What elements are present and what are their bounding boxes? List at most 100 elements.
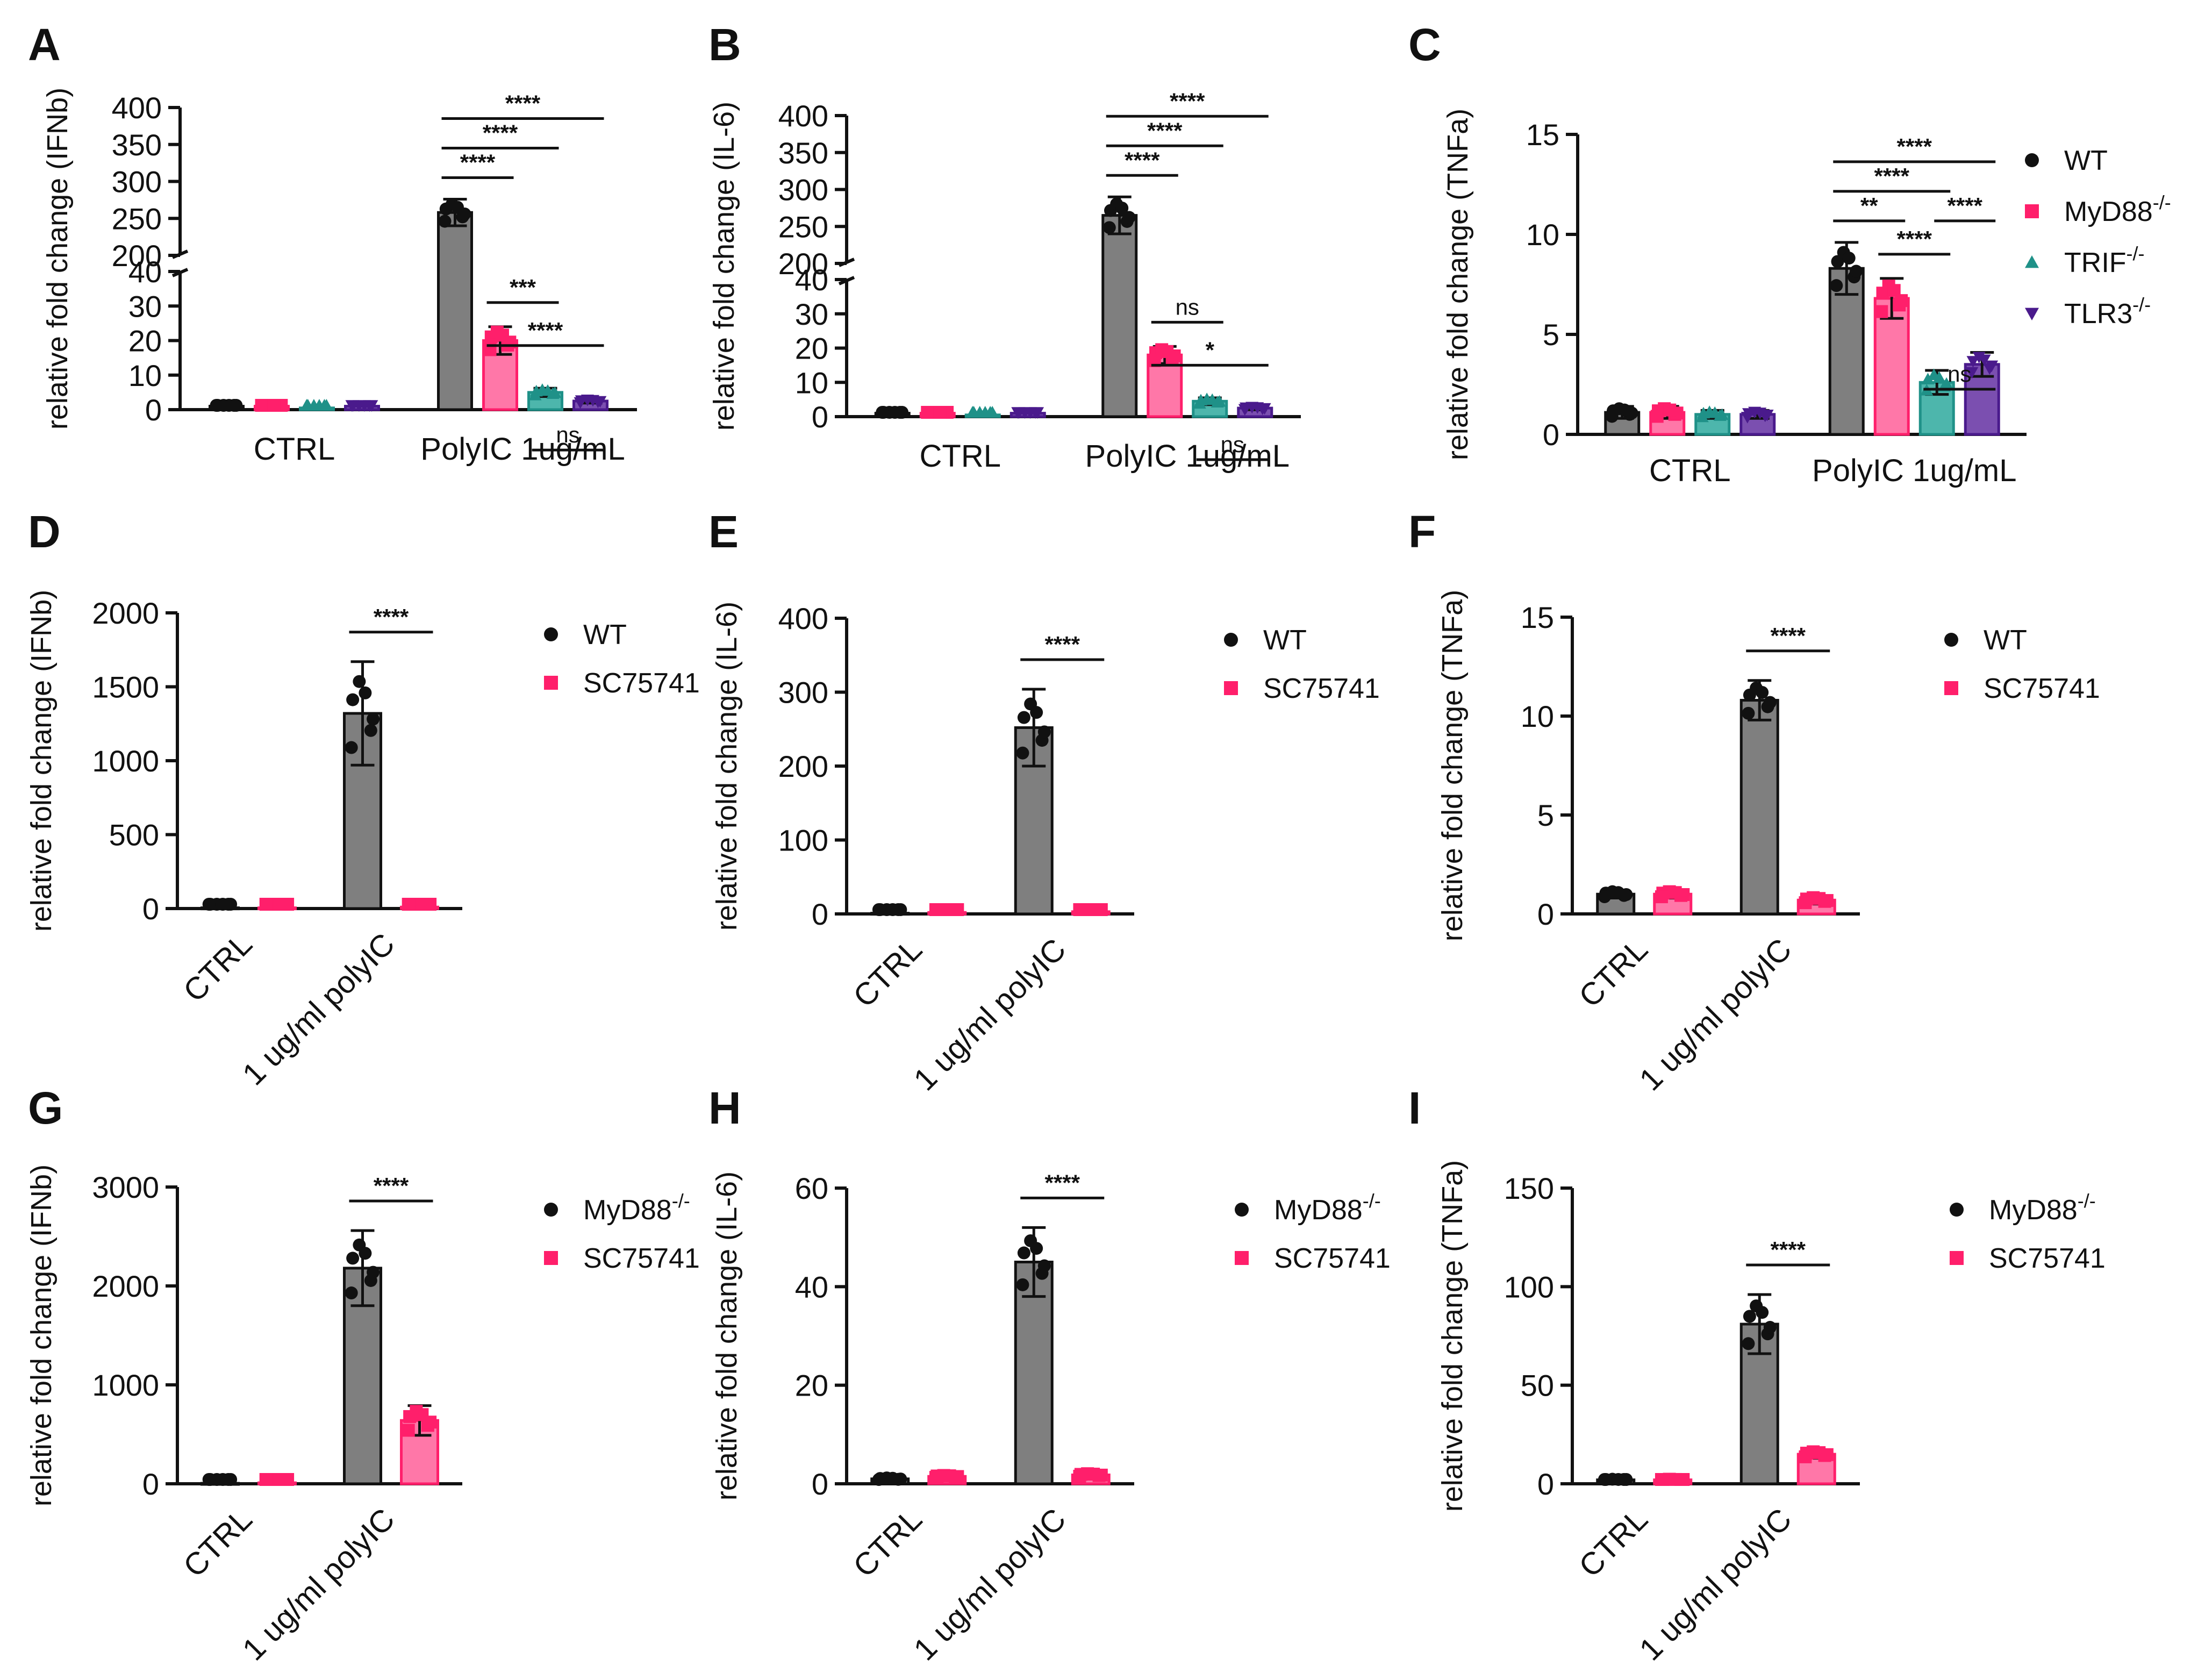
x-tick-label: CTRL — [254, 432, 335, 467]
data-point — [1760, 410, 1774, 421]
data-point — [1741, 412, 1754, 424]
data-point — [1985, 360, 1999, 373]
data-point — [528, 388, 542, 401]
legend-label: SC75741 — [583, 1243, 700, 1274]
x-tick-label: PolyIC 1ug/mL — [1812, 453, 2016, 488]
data-point — [1655, 890, 1668, 904]
data-point — [216, 898, 230, 911]
significance-label: ns — [556, 422, 579, 447]
data-point — [416, 1408, 429, 1421]
significance-label: **** — [505, 91, 541, 116]
y-tick-label: 10 — [128, 359, 162, 392]
x-tick-label: CTRL — [1572, 1502, 1655, 1584]
data-point — [345, 400, 359, 412]
data-point — [943, 1469, 956, 1483]
x-tick-label: CTRL — [1572, 932, 1655, 1014]
legend-superscript: -/- — [2078, 1190, 2096, 1212]
x-tick-label: 1 ug/ml polyIC — [236, 926, 402, 1092]
legend-label: WT — [1263, 625, 1307, 656]
significance-label: **** — [1045, 632, 1080, 657]
y-tick-label: 0 — [1543, 418, 1559, 452]
panel-c: C 0 5 10 15 relative fold change (TNFa) CTRL Po… — [1408, 19, 2171, 488]
y-tick-label: 0 — [142, 892, 159, 926]
x-tick-label: CTRL — [177, 1502, 259, 1584]
legend-label: SC75741 — [1263, 673, 1380, 704]
axes — [171, 108, 637, 411]
data-point — [273, 1473, 287, 1486]
y-tick-label: 100 — [778, 824, 828, 857]
x-tick-label: 1 ug/ml polyIC — [907, 1502, 1072, 1667]
data-point — [943, 903, 956, 916]
data-point — [1669, 1472, 1682, 1486]
significance-label: **** — [374, 1173, 409, 1198]
y-tick-label: 200 — [112, 239, 162, 273]
legend-label: MyD88-/- — [1274, 1190, 1381, 1226]
y-axis-label: relative fold change (IL-6) — [711, 1171, 743, 1500]
data-point — [876, 406, 889, 419]
data-point — [1115, 202, 1129, 215]
legend-marker — [2025, 204, 2039, 218]
significance-label: * — [1206, 337, 1215, 362]
data-point — [1813, 1446, 1826, 1460]
legend-label: SC75741 — [1274, 1243, 1391, 1274]
y-tick-label: 40 — [795, 1270, 828, 1304]
bar — [1828, 267, 1865, 436]
legend: MyD88-/- SC75741 — [544, 1190, 700, 1274]
panel-letter: G — [28, 1083, 63, 1133]
data-point — [1655, 1473, 1668, 1486]
data-point — [202, 1473, 216, 1486]
data-point — [966, 406, 979, 418]
data-point — [222, 399, 235, 412]
y-axis-label: relative fold change (IFNb) — [41, 88, 74, 430]
data-point — [345, 1286, 358, 1300]
data-point — [1087, 1468, 1100, 1481]
data-point — [1932, 371, 1946, 383]
data-point — [1875, 305, 1888, 318]
data-point — [1073, 1469, 1086, 1483]
y-tick-label: 0 — [1537, 1467, 1554, 1501]
data-point — [1799, 1450, 1812, 1463]
data-point — [1023, 407, 1037, 419]
y-tick-label: 150 — [1504, 1171, 1554, 1205]
y-tick-label: 400 — [778, 602, 828, 635]
data-point — [1965, 367, 1979, 379]
y-tick-label: 10 — [1526, 218, 1559, 252]
data-point — [273, 898, 287, 911]
y-axis-label: relative fold change (IL-6) — [708, 102, 740, 431]
panel-letter: B — [708, 19, 741, 70]
data-point — [1193, 397, 1206, 409]
data-point — [1831, 255, 1844, 268]
data-point — [1830, 279, 1843, 292]
axes — [838, 116, 1301, 418]
data-point — [1030, 706, 1043, 719]
bar — [1739, 699, 1779, 916]
legend-marker — [1224, 633, 1238, 647]
data-point — [345, 741, 358, 754]
data-point — [1650, 410, 1664, 423]
data-point — [1102, 221, 1116, 234]
data-point — [1161, 345, 1174, 358]
y-tick-label: 5 — [1543, 318, 1559, 352]
x-tick-label: CTRL — [847, 1502, 929, 1584]
panel-h: H 0 20 40 60 relative fold change (IL-6) CTRL1… — [708, 1083, 1391, 1667]
legend: WT SC75741 — [544, 619, 700, 699]
y-tick-label: 0 — [812, 400, 828, 434]
data-point — [1921, 373, 1935, 384]
significance-label: **** — [1771, 1237, 1806, 1262]
data-point — [1669, 886, 1682, 899]
data-point — [1763, 1321, 1777, 1334]
data-point — [1017, 711, 1030, 724]
significance-label: **** — [1948, 193, 1983, 218]
legend-marker — [1944, 633, 1958, 647]
legend-label: WT — [2064, 145, 2108, 176]
data-point — [1799, 896, 1812, 910]
legend: WT SC75741 — [1224, 625, 1380, 704]
panel-letter: D — [28, 506, 61, 557]
significance-label: **** — [528, 318, 563, 343]
legend-superscript: -/- — [2153, 191, 2171, 213]
significance-label: **** — [1045, 1170, 1080, 1195]
data-point — [202, 898, 216, 911]
data-point — [1598, 890, 1611, 904]
y-tick-label: 0 — [812, 1467, 828, 1501]
